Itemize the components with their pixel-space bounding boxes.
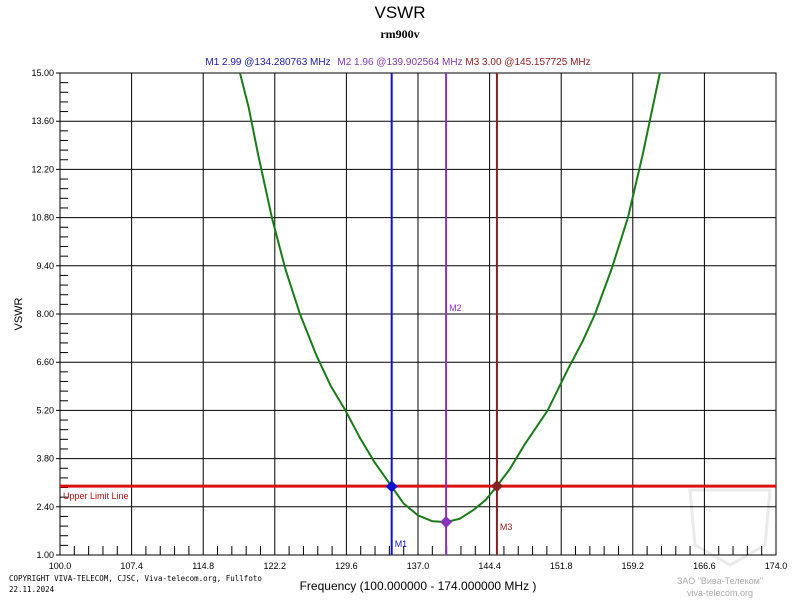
y-tick-label: 12.20	[31, 164, 54, 174]
y-tick-label: 2.40	[36, 502, 54, 512]
marker-m3-point	[490, 480, 503, 493]
y-tick-label: 3.80	[36, 454, 54, 464]
marker-m1-point	[385, 480, 398, 493]
y-tick-label: 9.40	[36, 261, 54, 271]
x-axis-label: Frequency (100.000000 - 174.000000 MHz )	[300, 579, 537, 593]
x-tick-label: 129.6	[335, 561, 358, 571]
marker-readouts: M1 2.99 @134.280763 MHz M2 1.96 @139.902…	[205, 57, 590, 68]
watermark-line1: ЗАО "Вива-Телеком"	[677, 576, 763, 586]
x-tick-label: 174.0	[765, 561, 788, 571]
marker-m2-point	[440, 515, 453, 528]
plot-border	[59, 72, 777, 556]
y-tick-label: 15.00	[31, 68, 54, 78]
copyright-text: COPYRIGHT VIVA-TELECOM, CJSC, Viva-telec…	[9, 574, 262, 583]
marker-m1-label: M1	[395, 539, 408, 549]
y-tick-label: 1.00	[36, 550, 54, 560]
m2-readout: M2 1.96 @139.902564 MHz	[337, 57, 462, 68]
x-tick-label: 122.2	[264, 561, 287, 571]
y-tick-label: 5.20	[36, 405, 54, 415]
x-tick-label: 166.6	[693, 561, 716, 571]
x-tick-label: 137.0	[407, 561, 430, 571]
vswr-curve	[238, 72, 661, 523]
chart-subtitle: rm900v	[380, 27, 419, 41]
x-tick-label: 114.8	[192, 561, 214, 571]
y-tick-label: 13.60	[31, 116, 54, 126]
watermark-line2: viva-telecom.org	[687, 588, 753, 598]
y-tick-label: 6.60	[36, 357, 54, 367]
watermark-logo	[688, 488, 772, 567]
marker-m2-label: M2	[449, 303, 462, 313]
x-tick-label: 151.8	[550, 561, 573, 571]
m3-readout: M3 3.00 @145.157725 MHz	[465, 57, 590, 68]
x-tick-label: 144.4	[478, 561, 501, 571]
y-tick-label: 10.80	[31, 213, 54, 223]
m1-readout: M1 2.99 @134.280763 MHz	[205, 57, 330, 68]
marker-m3-label: M3	[500, 522, 513, 532]
date-text: 22.11.2024	[9, 585, 55, 594]
y-tick-label: 8.00	[36, 309, 54, 319]
x-tick-label: 159.2	[622, 561, 645, 571]
chart-title: VSWR	[375, 3, 426, 22]
x-tick-label: 100.0	[49, 561, 72, 571]
y-axis-label: VSWR	[13, 297, 25, 330]
x-tick-label: 107.4	[120, 561, 143, 571]
upper-limit-label: Upper Limit Line	[63, 491, 129, 501]
